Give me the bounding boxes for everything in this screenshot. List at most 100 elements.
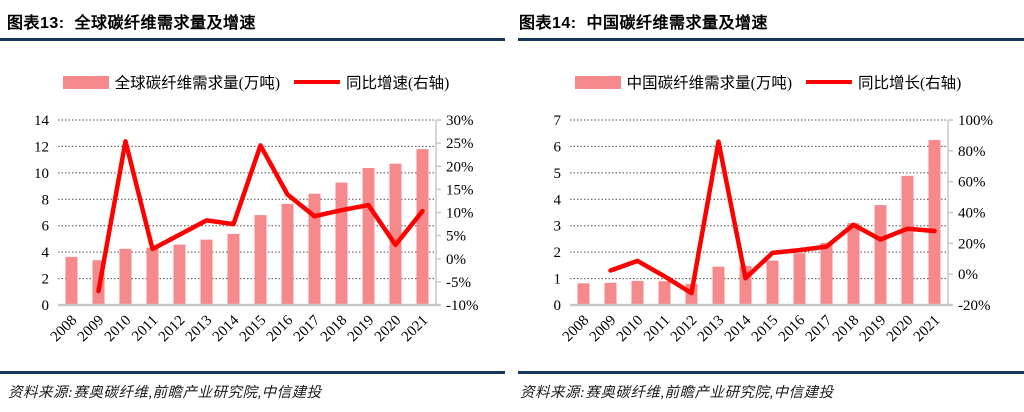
right-axis-label: 30%: [446, 113, 474, 129]
source-note-global: 资料来源:赛奥碳纤维,前瞻产业研究院,中信建投: [8, 385, 322, 401]
bar: [712, 266, 725, 305]
footer-rule: [0, 371, 505, 374]
bar: [335, 182, 348, 305]
bar-legend-label: 中国碳纤维需求量(万吨): [626, 75, 792, 92]
bar-swatch-icon: [574, 75, 621, 89]
bar: [119, 248, 132, 305]
bar: [416, 149, 429, 305]
chart-panel-china: 图表14: 中国碳纤维需求量及增速 中国碳纤维需求量(万吨) 同比增长(右轴) …: [512, 0, 1024, 412]
bar: [847, 223, 860, 305]
left-axis-label: 4: [42, 245, 50, 261]
left-axis-label: 6: [42, 219, 50, 235]
x-axis-label: 2016: [776, 312, 809, 345]
bar: [254, 215, 267, 305]
line-swatch-icon: [294, 79, 340, 85]
x-axis-label: 2012: [156, 313, 189, 346]
combo-chart-china: -20%0%20%40%60%80%100%012345672008200920…: [554, 113, 994, 346]
x-axis-label: 2008: [560, 313, 593, 346]
x-axis-label: 2018: [318, 313, 351, 346]
x-axis-label: 2012: [668, 313, 701, 346]
bar: [604, 282, 617, 305]
panel-title-global: 图表13: 全球碳纤维需求量及增速: [7, 15, 257, 32]
right-axis-label: 100%: [958, 113, 993, 129]
right-axis-label: 15%: [446, 182, 474, 198]
bar: [308, 193, 321, 305]
right-axis-label: 40%: [958, 206, 986, 222]
line-legend-label: 同比增速(右轴): [346, 75, 450, 92]
x-axis-label: 2018: [830, 313, 863, 346]
left-axis-label: 4: [554, 192, 562, 208]
left-axis-label: 8: [42, 192, 50, 208]
bar: [901, 175, 914, 305]
bar: [820, 242, 833, 305]
bar: [65, 256, 78, 305]
left-axis-label: 6: [554, 139, 562, 155]
bar-legend-label: 全球碳纤维需求量(万吨): [114, 75, 280, 92]
bar: [658, 281, 671, 305]
left-axis-label: 2: [554, 245, 562, 261]
x-axis-label: 2014: [210, 312, 243, 345]
growth-line: [96, 139, 425, 294]
x-axis-label: 2017: [291, 312, 324, 345]
chart-panel-global: 图表13: 全球碳纤维需求量及增速 全球碳纤维需求量(万吨) 同比增速(右轴) …: [0, 15, 512, 401]
right-axis-label: -5%: [446, 275, 471, 291]
right-axis-label: 0%: [958, 267, 978, 283]
right-axis-label: 20%: [958, 236, 986, 252]
legend-item-line: 同比增速(右轴): [294, 71, 449, 93]
left-axis-label: 2: [42, 272, 50, 288]
legend-item-bar: 全球碳纤维需求量(万吨): [62, 71, 280, 93]
bar: [362, 168, 375, 305]
left-axis-label: 0: [554, 298, 562, 314]
legend-item-bar: 中国碳纤维需求量(万吨): [574, 71, 792, 93]
x-axis-label: 2009: [587, 313, 620, 346]
left-axis-label: 0: [42, 298, 50, 314]
bar: [227, 233, 240, 305]
bar: [874, 205, 887, 305]
footer-rule: [518, 371, 1024, 374]
title-rule: [518, 38, 1024, 41]
bar: [389, 163, 402, 305]
x-axis-label: 2021: [399, 313, 432, 346]
bar: [146, 247, 159, 305]
right-axis-label: 10%: [446, 206, 474, 222]
x-axis-label: 2014: [722, 312, 755, 345]
x-axis-label: 2020: [884, 313, 917, 346]
x-axis-label: 2008: [48, 313, 81, 346]
growth-line: [608, 139, 937, 296]
x-axis-label: 2011: [129, 313, 161, 345]
bar-swatch-icon: [62, 75, 109, 89]
left-axis-label: 7: [554, 113, 562, 129]
x-axis-label: 2010: [102, 313, 135, 346]
bar: [631, 280, 644, 305]
bar: [766, 260, 779, 305]
bar: [173, 244, 186, 305]
left-axis-label: 10: [34, 166, 49, 182]
x-axis-label: 2015: [749, 313, 782, 346]
line-legend-label: 同比增长(右轴): [858, 75, 962, 92]
legend-item-line: 同比增长(右轴): [806, 71, 961, 93]
bar: [577, 283, 590, 305]
x-axis-label: 2010: [614, 313, 647, 346]
source-note-china: 资料来源:赛奥碳纤维,前瞻产业研究院,中信建投: [520, 385, 834, 401]
bar: [200, 239, 213, 305]
panel-title-china: 图表14: 中国碳纤维需求量及增速: [519, 15, 769, 32]
x-axis-label: 2017: [803, 312, 836, 345]
bar: [928, 140, 941, 305]
x-axis-label: 2013: [695, 313, 728, 346]
right-axis-label: 60%: [958, 175, 986, 191]
title-rule: [0, 38, 505, 41]
left-axis-label: 12: [34, 139, 49, 155]
x-axis-label: 2020: [372, 313, 405, 346]
legend-global: 全球碳纤维需求量(万吨) 同比增速(右轴): [0, 71, 512, 93]
right-axis-label: 0%: [446, 252, 466, 268]
x-axis-label: 2013: [183, 313, 216, 346]
x-axis-label: 2011: [641, 313, 673, 345]
line-swatch-icon: [806, 79, 852, 85]
left-axis-label: 5: [554, 166, 562, 182]
combo-chart-global: -10% -5% 0% 5% 10% 15% 20% 25% 30% 0 2 4 6 8 10 12 14 200…: [34, 113, 479, 346]
x-axis-label: 2021: [911, 313, 944, 346]
right-axis-label: 80%: [958, 144, 986, 160]
right-axis-label: -10%: [446, 298, 479, 314]
x-axis-label: 2009: [75, 313, 108, 346]
